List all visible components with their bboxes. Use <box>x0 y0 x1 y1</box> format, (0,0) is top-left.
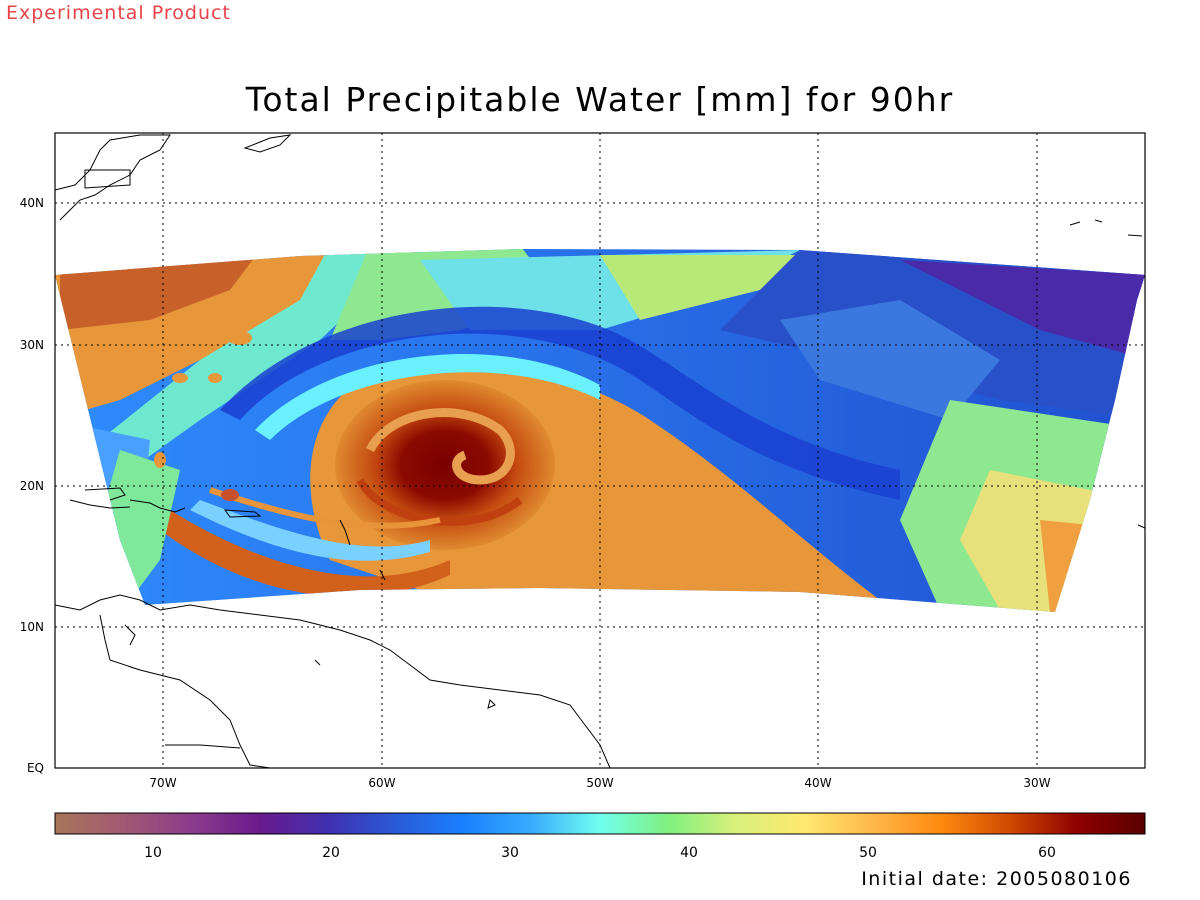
lat-label: 40N <box>20 196 44 210</box>
lon-label: 60W <box>368 776 395 790</box>
coastlines <box>54 134 1146 769</box>
lon-label: 50W <box>586 776 613 790</box>
lat-label: 30N <box>20 338 44 352</box>
colorbar-tick: 40 <box>680 845 698 861</box>
lat-label: EQ <box>27 761 44 775</box>
graticule <box>55 133 1145 768</box>
colorbar-tick: 60 <box>1038 845 1056 861</box>
latitude-labels: EQ 10N 20N 30N 40N <box>20 196 44 775</box>
colorbar-labels: 10 20 30 40 50 60 <box>144 845 1056 861</box>
colorbar-tick: 50 <box>859 845 877 861</box>
map-title: Total Precipitable Water [mm] for 90hr <box>245 80 955 119</box>
initial-date: Initial date: 2005080106 <box>861 868 1132 890</box>
lon-label: 40W <box>804 776 831 790</box>
colorbar <box>54 812 1146 835</box>
colorbar-tick: 30 <box>501 845 519 861</box>
lat-label: 20N <box>20 479 44 493</box>
lon-label: 70W <box>149 776 176 790</box>
lat-label: 10N <box>20 620 44 634</box>
colorbar-tick: 10 <box>144 845 162 861</box>
experimental-product-label: Experimental Product <box>6 2 231 24</box>
colorbar-tick: 20 <box>322 845 340 861</box>
longitude-labels: 70W 60W 50W 40W 30W <box>149 776 1050 790</box>
lon-label: 30W <box>1023 776 1050 790</box>
